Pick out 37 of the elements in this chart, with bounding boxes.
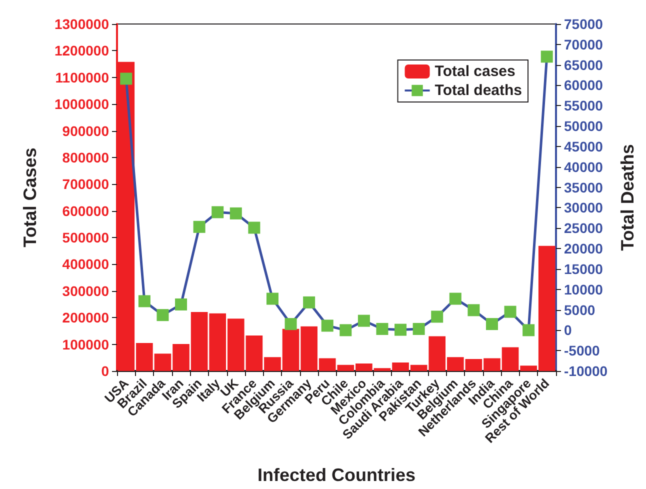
y2-tick-label: 15000 bbox=[564, 260, 604, 277]
y-tick-label: 1000000 bbox=[54, 96, 110, 112]
y2-tick-label: 0 bbox=[564, 322, 572, 338]
y2-tick-label: 55000 bbox=[564, 98, 604, 114]
y2-tick-label: 40000 bbox=[564, 158, 604, 175]
legend-label: Total cases bbox=[434, 63, 516, 80]
y-tick-label: 200000 bbox=[62, 310, 110, 326]
y-tick-label: 100000 bbox=[62, 336, 110, 352]
y-tick-label: 400000 bbox=[62, 256, 110, 272]
y-tick-label: 900000 bbox=[62, 122, 110, 139]
y2-tick-label: 25000 bbox=[564, 220, 604, 236]
y-axis-title: Total Cases bbox=[20, 148, 40, 248]
legend-label: Total deaths bbox=[434, 82, 522, 99]
y-tick-label: 1200000 bbox=[54, 42, 110, 59]
y2-tick-label: 50000 bbox=[564, 118, 604, 134]
y2-tick-label: 60000 bbox=[564, 77, 604, 94]
y2-tick-label: 30000 bbox=[564, 200, 604, 216]
y-tick-label: 800000 bbox=[62, 149, 110, 166]
y2-tick-label: -5000 bbox=[564, 342, 600, 359]
y2-tick-label: 10000 bbox=[564, 281, 604, 298]
y-tick-label: 500000 bbox=[62, 230, 110, 246]
y-tick-label: 700000 bbox=[62, 176, 110, 192]
y2-tick-label: 75000 bbox=[564, 16, 604, 32]
y-tick-label: 1100000 bbox=[55, 69, 110, 86]
y2-tick-label: 20000 bbox=[564, 240, 604, 257]
y2-tick-label: 70000 bbox=[564, 36, 604, 52]
y2-tick-label: 65000 bbox=[564, 56, 604, 73]
y-tick-label: 0 bbox=[101, 363, 110, 379]
y2-axis-title: Total Deaths bbox=[617, 144, 638, 251]
y2-tick-label: 45000 bbox=[564, 138, 604, 154]
y-tick-label: 600000 bbox=[62, 202, 110, 219]
y2-tick-label: 35000 bbox=[564, 179, 604, 196]
x-axis-title: Infected Countries bbox=[257, 465, 416, 485]
y2-tick-label: 5000 bbox=[564, 302, 596, 318]
y-tick-label: 300000 bbox=[62, 282, 110, 299]
y2-tick-label: -10000 bbox=[564, 363, 608, 379]
y-tick-label: 1300000 bbox=[54, 16, 110, 32]
